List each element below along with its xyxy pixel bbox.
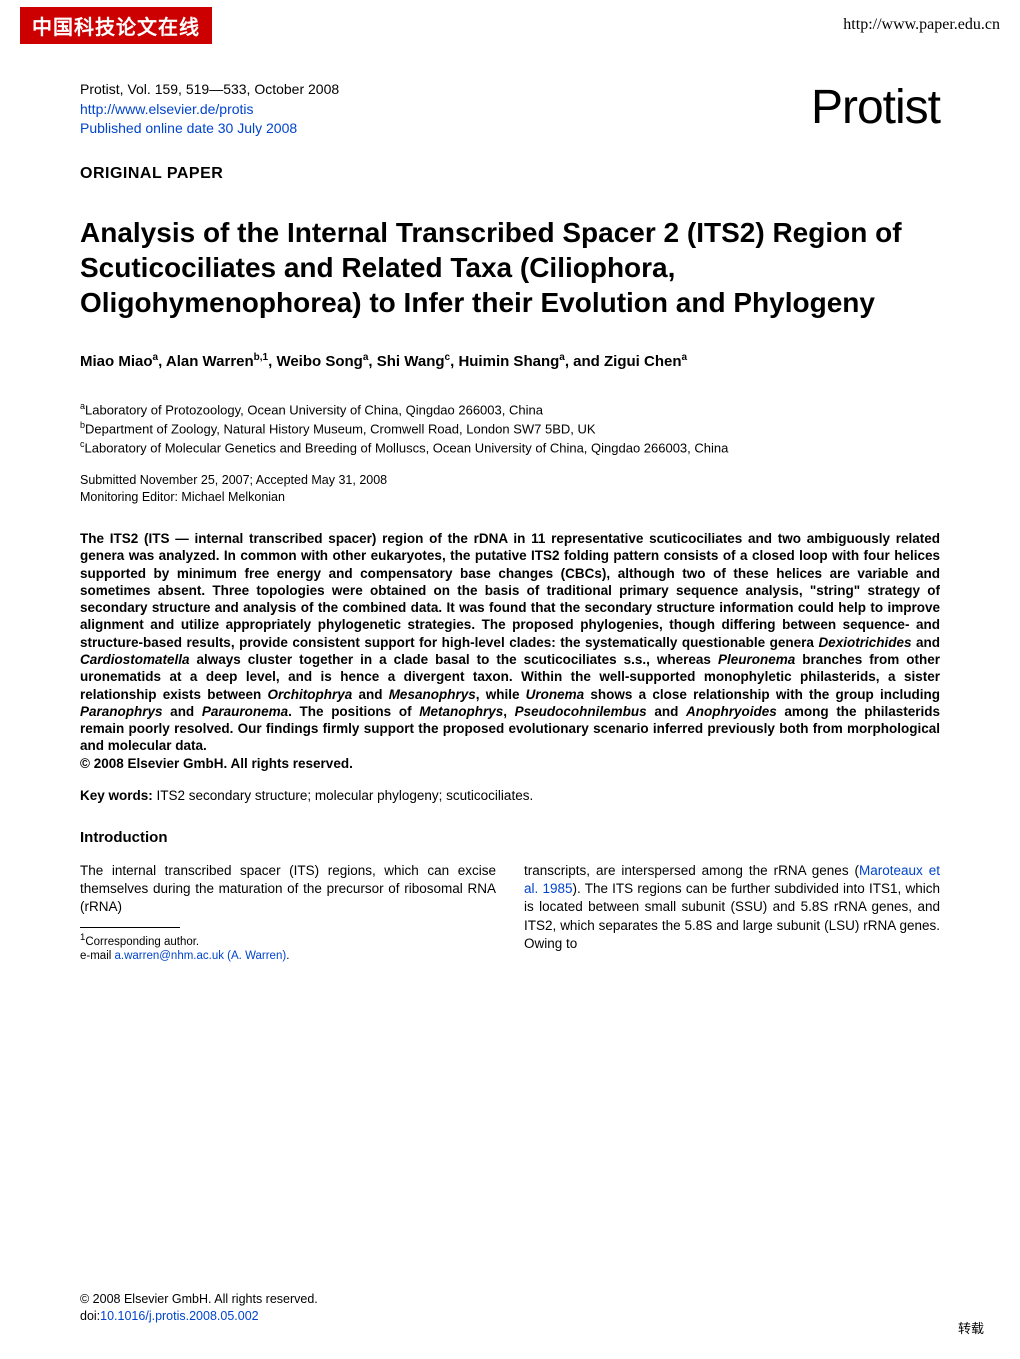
affiliation: cLaboratory of Molecular Genetics and Br…	[80, 438, 940, 457]
genus: Anophryoides	[686, 704, 777, 719]
site-banner: 中国科技论文在线 http://www.paper.edu.cn	[0, 0, 1020, 50]
abstract-text: ,	[503, 704, 514, 719]
abstract-text: shows a close relationship with the grou…	[584, 687, 940, 702]
article-title: Analysis of the Internal Transcribed Spa…	[80, 215, 940, 320]
genus: Uronema	[526, 687, 585, 702]
meta-block: Protist, Vol. 159, 519—533, October 2008…	[80, 80, 940, 139]
genus: Dexiotrichides	[818, 635, 911, 650]
author-sup: a	[682, 352, 688, 363]
footer-copyright: © 2008 Elsevier GmbH. All rights reserve…	[80, 1291, 318, 1325]
body-text: transcripts, are interspersed among the …	[524, 863, 859, 878]
doi-label: doi:	[80, 1309, 100, 1323]
corresponding-footnote: 1Corresponding author. e-mail a.warren@n…	[80, 932, 496, 965]
author-sup: b,1	[254, 352, 268, 363]
footer-reprint-label: 转载	[958, 1318, 984, 1337]
author: Weibo Song	[276, 353, 362, 370]
affiliation: aLaboratory of Protozoology, Ocean Unive…	[80, 400, 940, 419]
body-paragraph: transcripts, are interspersed among the …	[524, 862, 940, 953]
abstract-text: and	[163, 704, 202, 719]
author-sup: c	[445, 352, 451, 363]
journal-url[interactable]: http://www.elsevier.de/protis	[80, 100, 339, 120]
abstract-text: , while	[476, 687, 526, 702]
abstract-text: The ITS2 (ITS — internal transcribed spa…	[80, 531, 940, 650]
abstract-copyright: © 2008 Elsevier GmbH. All rights reserve…	[80, 755, 940, 772]
citation-line: Protist, Vol. 159, 519—533, October 2008	[80, 80, 339, 100]
body-paragraph: The internal transcribed spacer (ITS) re…	[80, 862, 496, 917]
doi-line: doi:10.1016/j.protis.2008.05.002	[80, 1308, 318, 1325]
body-columns: The internal transcribed spacer (ITS) re…	[80, 862, 940, 964]
keywords-text: ITS2 secondary structure; molecular phyl…	[153, 788, 533, 803]
genus: Paranophrys	[80, 704, 163, 719]
author-sup: a	[363, 352, 369, 363]
affiliation-text: Laboratory of Protozoology, Ocean Univer…	[85, 402, 543, 417]
corresponding-email[interactable]: a.warren@nhm.ac.uk (A. Warren)	[115, 950, 287, 962]
affiliation-text: Department of Zoology, Natural History M…	[85, 421, 596, 436]
published-online: Published online date 30 July 2008	[80, 119, 339, 139]
footnote-text: Corresponding author.	[85, 935, 199, 947]
abstract: The ITS2 (ITS — internal transcribed spa…	[80, 530, 940, 772]
abstract-text: and	[647, 704, 686, 719]
page-content: Protist, Vol. 159, 519—533, October 2008…	[0, 50, 1020, 964]
author: Miao Miao	[80, 353, 153, 370]
author-sup: a	[153, 352, 159, 363]
site-url: http://www.paper.edu.cn	[843, 16, 1000, 34]
journal-name: Protist	[811, 80, 940, 135]
genus: Parauronema	[202, 704, 288, 719]
footnote-text: .	[286, 950, 289, 962]
doi-link[interactable]: 10.1016/j.protis.2008.05.002	[100, 1309, 258, 1323]
author: Alan Warren	[166, 353, 254, 370]
genus: Orchitophrya	[267, 687, 352, 702]
keywords-label: Key words:	[80, 788, 153, 803]
author: Zigui Chen	[604, 353, 682, 370]
affiliation-text: Laboratory of Molecular Genetics and Bre…	[85, 440, 729, 455]
author: Shi Wang	[377, 353, 445, 370]
genus: Mesanophrys	[389, 687, 476, 702]
affiliations: aLaboratory of Protozoology, Ocean Unive…	[80, 400, 940, 457]
submitted-line: Submitted November 25, 2007; Accepted Ma…	[80, 472, 940, 489]
body-text: ). The ITS regions can be further subdiv…	[524, 881, 940, 951]
abstract-text: . The positions of	[288, 704, 419, 719]
abstract-text: always cluster together in a clade basal…	[190, 652, 718, 667]
keywords: Key words: ITS2 secondary structure; mol…	[80, 788, 940, 803]
author-sup: a	[559, 352, 565, 363]
author-list: Miao Miaoa, Alan Warrenb,1, Weibo Songa,…	[80, 352, 940, 370]
section-heading-introduction: Introduction	[80, 829, 940, 846]
citation-block: Protist, Vol. 159, 519—533, October 2008…	[80, 80, 339, 139]
author: Huimin Shang	[458, 353, 559, 370]
abstract-text: and	[911, 635, 940, 650]
body-text: The internal transcribed spacer (ITS) re…	[80, 863, 496, 914]
footnote-text: e-mail	[80, 950, 115, 962]
genus: Cardiostomatella	[80, 652, 190, 667]
genus: Pleuronema	[718, 652, 795, 667]
site-logo: 中国科技论文在线	[20, 7, 212, 44]
footnote-rule	[80, 927, 180, 928]
affiliation: bDepartment of Zoology, Natural History …	[80, 419, 940, 438]
editor-line: Monitoring Editor: Michael Melkonian	[80, 489, 940, 506]
genus: Pseudocohnilembus	[515, 704, 647, 719]
genus: Metanophrys	[419, 704, 503, 719]
submission-info: Submitted November 25, 2007; Accepted Ma…	[80, 472, 940, 506]
abstract-text: and	[352, 687, 388, 702]
copyright-line: © 2008 Elsevier GmbH. All rights reserve…	[80, 1291, 318, 1308]
article-type-label: ORIGINAL PAPER	[80, 165, 940, 183]
